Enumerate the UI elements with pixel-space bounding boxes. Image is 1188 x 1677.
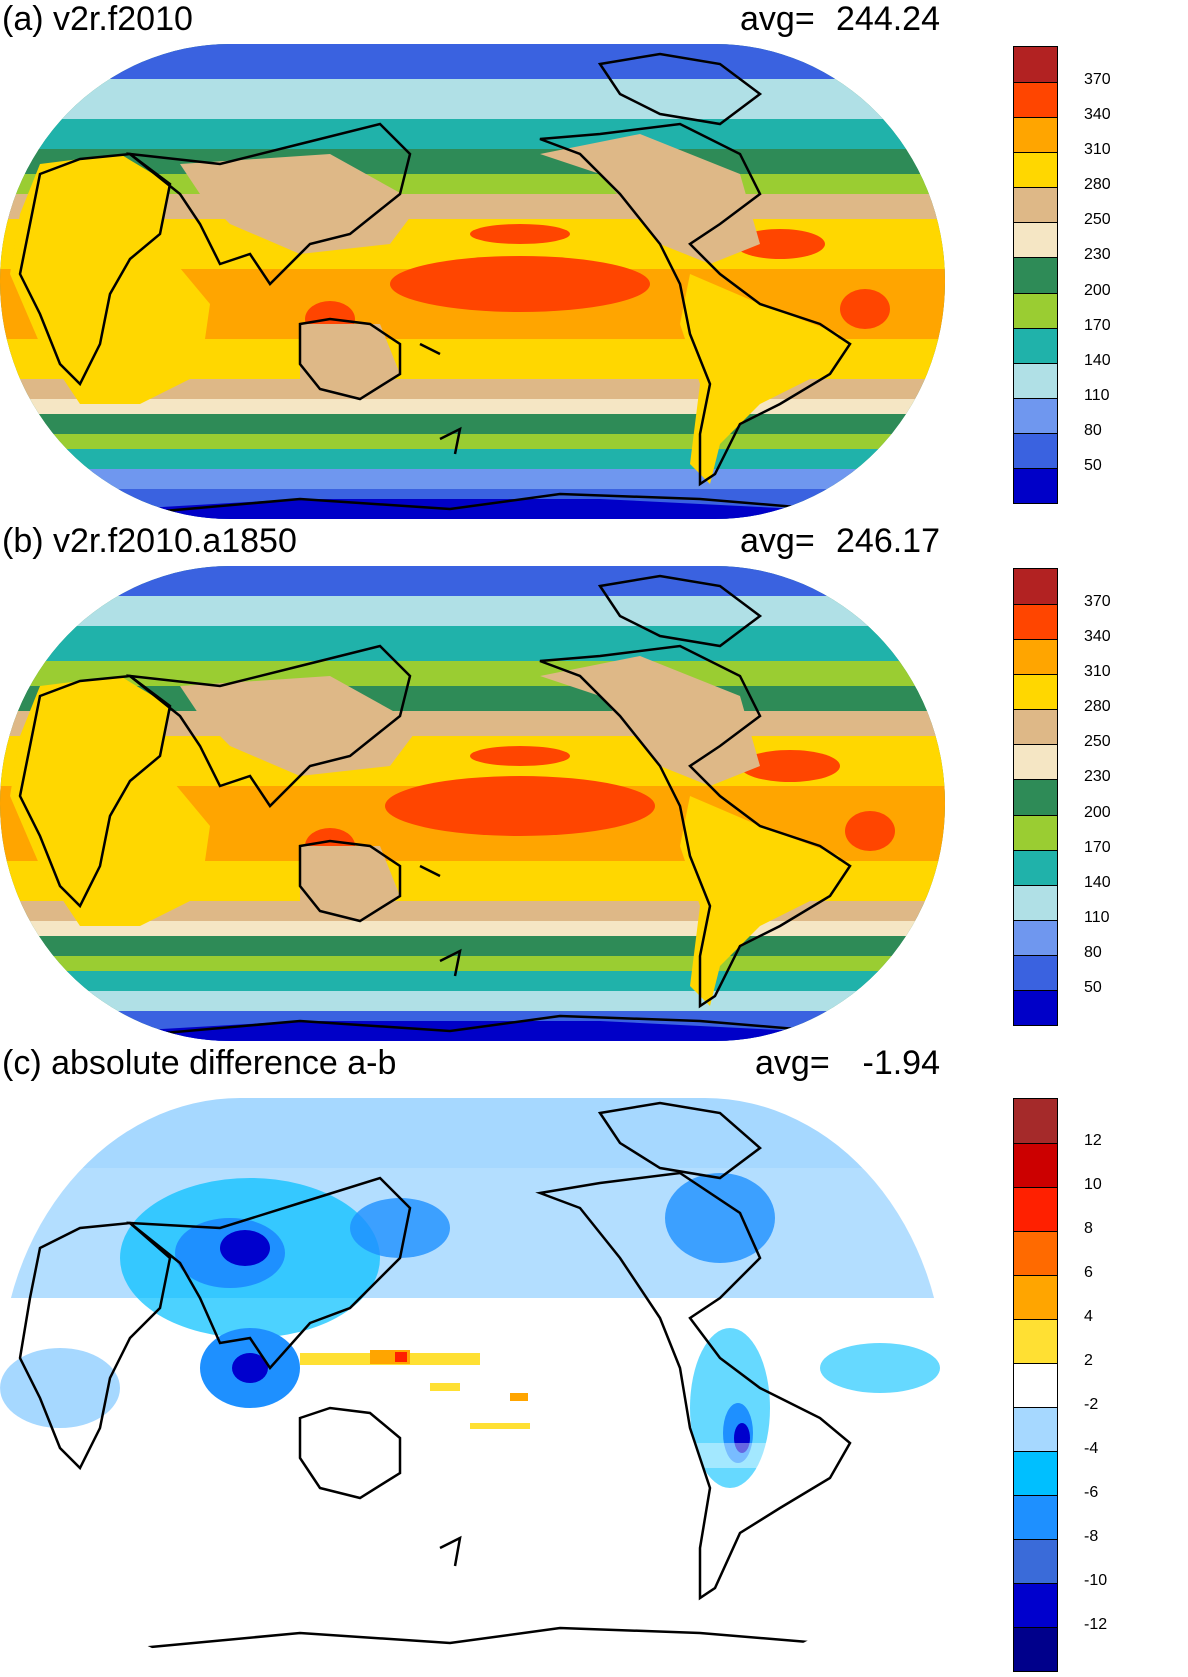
panel-b: (b) v2r.f2010.a1850 avg= 246.17: [0, 522, 1188, 1042]
colorbar-tick-label: -8: [1084, 1528, 1099, 1545]
colorbar-tick-label: 310: [1084, 663, 1111, 681]
colorbar-swatch: [1014, 397, 1057, 433]
colorbar-swatch: [1014, 989, 1057, 1025]
colorbar-swatch: [1014, 744, 1057, 780]
panel-c: (c) absolute difference a-b avg= -1.94: [0, 1044, 1188, 1677]
colorbar-swatch: [1014, 639, 1057, 675]
panel-c-colorbar-box: [1013, 1098, 1058, 1672]
colorbar-tick-label: 140: [1084, 873, 1111, 891]
colorbar-tick-label: 2: [1084, 1352, 1093, 1369]
panel-a: (a) v2r.f2010 avg= 244.24: [0, 0, 1188, 520]
colorbar-swatch: [1014, 152, 1057, 188]
colorbar-tick-label: 170: [1084, 316, 1111, 334]
colorbar-swatch: [1014, 919, 1057, 955]
panel-b-avg-value: 246.17: [836, 522, 940, 560]
colorbar-tick-label: 230: [1084, 768, 1111, 786]
colorbar-swatch: [1014, 1143, 1057, 1187]
colorbar-tick-label: -4: [1084, 1440, 1099, 1457]
colorbar-tick-label: 80: [1084, 943, 1102, 961]
colorbar-tick-label: 50: [1084, 456, 1102, 474]
colorbar-swatch: [1014, 1187, 1057, 1231]
colorbar-swatch: [1014, 569, 1057, 605]
colorbar-swatch: [1014, 604, 1057, 640]
colorbar-tick-label: 110: [1084, 386, 1110, 404]
colorbar-swatch: [1014, 1495, 1057, 1539]
panel-b-title: (b) v2r.f2010.a1850: [2, 522, 297, 560]
colorbar-swatch: [1014, 222, 1057, 258]
colorbar-tick-label: 110: [1084, 908, 1110, 926]
colorbar-swatch: [1014, 117, 1057, 153]
panel-c-avg-value: -1.94: [862, 1044, 941, 1082]
colorbar-tick-label: 200: [1084, 281, 1111, 299]
colorbar-swatch: [1014, 362, 1057, 398]
colorbar-swatch: [1014, 1583, 1057, 1627]
colorbar-tick-label: 280: [1084, 698, 1111, 716]
colorbar-tick-label: 200: [1084, 803, 1111, 821]
colorbar-swatch: [1014, 82, 1057, 118]
colorbar-swatch: [1014, 779, 1057, 815]
colorbar-tick-label: 6: [1084, 1264, 1093, 1281]
colorbar-tick-label: 10: [1084, 1176, 1102, 1193]
colorbar-tick-label: 340: [1084, 106, 1111, 124]
panel-a-title: (a) v2r.f2010: [2, 0, 193, 38]
panel-a-avg-value: 244.24: [836, 0, 940, 38]
colorbar-tick-label: 12: [1084, 1132, 1102, 1149]
colorbar-tick-label: 340: [1084, 628, 1111, 646]
colorbar-swatch: [1014, 954, 1057, 990]
colorbar-tick-label: 8: [1084, 1220, 1093, 1237]
colorbar-tick-label: -12: [1084, 1616, 1108, 1633]
colorbar-tick-label: 80: [1084, 421, 1102, 439]
colorbar-tick-label: 250: [1084, 733, 1111, 751]
band-polar-north: [0, 44, 945, 79]
colorbar-swatch: [1014, 674, 1057, 710]
colorbar-swatch: [1014, 1231, 1057, 1275]
coastlines-a: [18, 52, 881, 516]
colorbar-swatch: [1014, 467, 1057, 503]
panel-a-avg-label: avg=: [740, 0, 815, 38]
colorbar-swatch: [1014, 814, 1057, 850]
colorbar-tick-label: -6: [1084, 1484, 1099, 1501]
colorbar-tick-label: 250: [1084, 211, 1111, 229]
colorbar-tick-label: 370: [1084, 593, 1111, 611]
colorbar-swatch: [1014, 432, 1057, 468]
colorbar-tick-label: 230: [1084, 246, 1111, 264]
panel-b-colorbar-box: [1013, 568, 1058, 1026]
colorbar-tick-label: 310: [1084, 141, 1111, 159]
colorbar-swatch: [1014, 709, 1057, 745]
colorbar-swatch: [1014, 1319, 1057, 1363]
colorbar-swatch: [1014, 1363, 1057, 1407]
colorbar-swatch: [1014, 1407, 1057, 1451]
panel-b-avg-label: avg=: [740, 522, 815, 560]
colorbar-swatch: [1014, 1099, 1057, 1143]
colorbar-swatch: [1014, 1539, 1057, 1583]
coastlines-c: [18, 1101, 881, 1650]
panel-b-map: [0, 566, 945, 1041]
panel-c-avg-label: avg=: [755, 1044, 830, 1082]
panel-c-map: [0, 1098, 945, 1668]
colorbar-tick-label: 140: [1084, 351, 1111, 369]
colorbar-tick-label: -2: [1084, 1396, 1099, 1413]
colorbar-swatch: [1014, 47, 1057, 83]
colorbar-tick-label: -10: [1084, 1572, 1108, 1589]
coastlines-b: [18, 574, 881, 1038]
colorbar-swatch: [1014, 884, 1057, 920]
panel-c-title: (c) absolute difference a-b: [2, 1044, 397, 1082]
colorbar-tick-label: 370: [1084, 71, 1111, 89]
colorbar-tick-label: 4: [1084, 1308, 1093, 1325]
colorbar-swatch: [1014, 1451, 1057, 1495]
colorbar-swatch: [1014, 257, 1057, 293]
colorbar-swatch: [1014, 849, 1057, 885]
colorbar-swatch: [1014, 327, 1057, 363]
colorbar-swatch: [1014, 187, 1057, 223]
colorbar-tick-label: 280: [1084, 176, 1111, 194]
panel-a-map: [0, 44, 945, 519]
colorbar-swatch: [1014, 1627, 1057, 1671]
colorbar-tick-label: 50: [1084, 978, 1102, 996]
panel-a-colorbar-box: [1013, 46, 1058, 504]
colorbar-tick-label: 170: [1084, 838, 1111, 856]
colorbar-swatch: [1014, 292, 1057, 328]
colorbar-swatch: [1014, 1275, 1057, 1319]
